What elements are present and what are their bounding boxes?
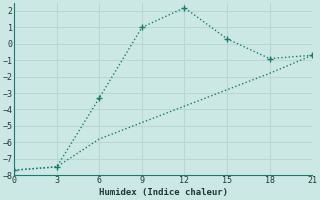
X-axis label: Humidex (Indice chaleur): Humidex (Indice chaleur) xyxy=(99,188,228,197)
